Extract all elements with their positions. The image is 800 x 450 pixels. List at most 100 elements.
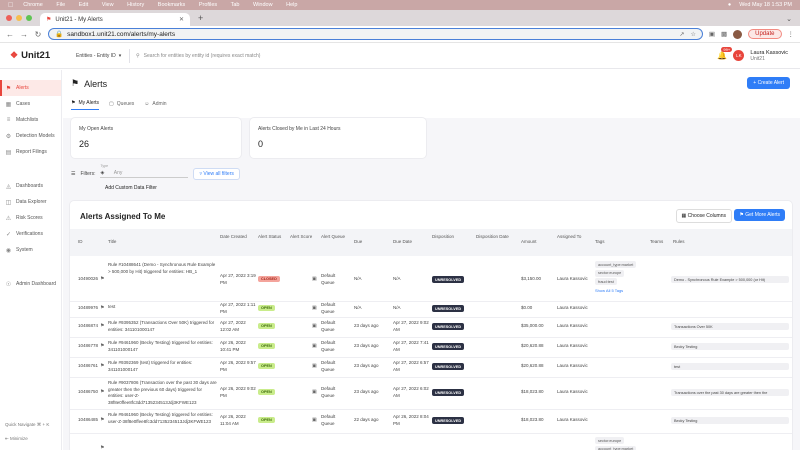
sidebar-item-alerts[interactable]: ⚑ Alerts: [0, 80, 61, 96]
close-window-icon[interactable]: [6, 15, 12, 21]
menu-file[interactable]: File: [51, 2, 65, 8]
sidebar-item-detection-models[interactable]: ⚙ Detection Models: [0, 128, 61, 144]
alert-title[interactable]: Rule #9037806 (Transaction over the past…: [108, 380, 217, 405]
assigned-to[interactable]: Laura Kassovic: [557, 363, 588, 368]
sidebar-item-cases[interactable]: ▦ Cases: [0, 96, 61, 112]
menu-app[interactable]: Chrome: [18, 2, 43, 8]
alert-id[interactable]: 10486778: [78, 343, 99, 348]
column-header-teams[interactable]: Teams: [650, 239, 664, 244]
column-header-rules[interactable]: Rules: [673, 239, 685, 244]
minimize-window-icon[interactable]: [16, 15, 22, 21]
alert-title[interactable]: Rule #9395352 (Transactions Over 50K) tr…: [108, 320, 215, 332]
column-header-alert-queue[interactable]: Alert Queue: [321, 234, 346, 239]
alert-queue[interactable]: Default Queue: [321, 414, 336, 426]
get-more-alerts-button[interactable]: ⚑ Get More Alerts: [734, 209, 785, 221]
column-header-disposition-date[interactable]: Disposition Date: [476, 234, 509, 239]
assigned-to[interactable]: Laura Kassovic: [557, 343, 588, 348]
wifi-icon[interactable]: ●: [727, 2, 732, 8]
reload-icon[interactable]: ↻: [34, 29, 42, 39]
quick-navigate-hint[interactable]: Quick Navigate ⌘ + K: [5, 422, 50, 427]
user-avatar[interactable]: LK: [733, 50, 745, 61]
alert-queue[interactable]: Default Queue: [321, 360, 336, 372]
alert-id[interactable]: 10486761: [78, 363, 99, 368]
alert-queue[interactable]: Default Queue: [321, 302, 336, 314]
assigned-to[interactable]: Laura Kassovic: [557, 417, 588, 422]
column-header-amount[interactable]: Amount: [521, 239, 537, 244]
choose-columns-button[interactable]: ▦ Choose Columns: [675, 209, 732, 223]
rule-chip[interactable]: Demo - Synchronous Rule Example > 500,00…: [671, 276, 789, 283]
extension-icon[interactable]: ▣: [708, 31, 715, 38]
profile-avatar-icon[interactable]: [733, 29, 743, 39]
alert-queue[interactable]: Default Queue: [321, 320, 336, 332]
browser-tab[interactable]: ⚑ Unit21 - My Alerts ✕: [40, 13, 190, 26]
assigned-to[interactable]: Laura Kassovic: [557, 276, 588, 281]
view-all-filters-button[interactable]: ▿ View all filters: [193, 168, 240, 180]
tag-chip[interactable]: fraud:test: [595, 278, 617, 285]
sidebar-item-system[interactable]: ◉ System: [0, 242, 61, 258]
new-tab-icon[interactable]: +: [198, 13, 204, 23]
tag-chip[interactable]: sector:europe: [595, 437, 625, 444]
tag-chip[interactable]: account_type:market: [595, 445, 637, 450]
sidebar-item-matchlists[interactable]: ≡ Matchlists: [0, 112, 61, 128]
assigned-to[interactable]: Laura Kassovic: [557, 305, 588, 310]
tab-queues[interactable]: ▢ Queues: [109, 100, 134, 110]
alert-title[interactable]: Rule #9461960 (Becky Testing) triggered …: [108, 340, 213, 352]
entity-type-select[interactable]: Entities - Entity ID ▾: [72, 48, 130, 63]
menu-bookmarks[interactable]: Bookmarks: [152, 2, 186, 8]
menu-window[interactable]: Window: [247, 2, 273, 8]
sidebar-item-admin-dashboard[interactable]: ☉ Admin Dashboard: [0, 276, 61, 292]
alert-queue[interactable]: Default Queue: [321, 386, 336, 398]
alert-queue[interactable]: Default Queue: [321, 340, 336, 352]
type-filter-select[interactable]: Type ◈ Any: [100, 164, 189, 178]
zoom-window-icon[interactable]: [26, 15, 32, 21]
column-header-alert-status[interactable]: Alert Status: [258, 234, 282, 239]
update-button[interactable]: Update: [748, 29, 782, 39]
address-bar[interactable]: 🔒 sandbox1.unit21.com/alerts/my-alerts ↗…: [48, 28, 703, 40]
column-header-title[interactable]: Title: [108, 239, 117, 244]
alert-id[interactable]: 10486750: [78, 389, 99, 394]
lock-icon[interactable]: 🔒: [55, 31, 64, 38]
search-input[interactable]: Search for entities by entity id (requir…: [143, 52, 261, 59]
alert-id[interactable]: 10486874: [78, 323, 99, 328]
menu-edit[interactable]: Edit: [73, 2, 88, 8]
show-all-tags-link[interactable]: Show All 5 Tags: [595, 287, 624, 293]
add-custom-data-filter-button[interactable]: Add Custom Data Filter: [105, 185, 157, 191]
alert-id[interactable]: 10489976: [78, 305, 99, 310]
menu-view[interactable]: View: [96, 2, 114, 8]
back-icon[interactable]: ←: [6, 29, 14, 39]
user-info[interactable]: Laura Kassovic Unit21: [750, 50, 788, 62]
notifications-bell-icon[interactable]: 🔔 99+: [717, 47, 733, 60]
assigned-to[interactable]: Laura Kassovic: [557, 389, 588, 394]
rule-chip[interactable]: Transactions over the past 30 days are g…: [671, 389, 789, 396]
alert-title[interactable]: Rule #10488641 (Demo - Synchronous Rule …: [108, 262, 216, 274]
clock[interactable]: Wed May 18 1:53 PM: [739, 2, 792, 8]
alert-title[interactable]: test: [108, 304, 116, 309]
create-alert-button[interactable]: + Create Alert: [747, 77, 790, 89]
rule-chip[interactable]: test: [671, 363, 789, 370]
close-tab-icon[interactable]: ✕: [178, 17, 184, 23]
tab-search-icon[interactable]: ⌄: [786, 16, 792, 23]
menu-history[interactable]: History: [121, 2, 144, 8]
tab-my-alerts[interactable]: ⚑ My Alerts: [71, 100, 100, 110]
bookmark-star-icon[interactable]: ☆: [690, 31, 696, 38]
alert-id[interactable]: 10486485: [78, 417, 99, 422]
tab-admin[interactable]: ☺ Admin: [144, 100, 166, 110]
alert-id[interactable]: 10490026: [78, 276, 99, 281]
entity-search[interactable]: ⚲ Search for entities by entity id (requ…: [136, 53, 260, 59]
menu-help[interactable]: Help: [280, 2, 297, 8]
column-header-disposition[interactable]: Disposition: [432, 234, 455, 239]
share-icon[interactable]: ↗: [679, 31, 685, 38]
column-header-alert-score[interactable]: Alert Score: [290, 234, 313, 239]
rule-chip[interactable]: Becky Testing: [671, 343, 789, 350]
apple-icon[interactable]: : [8, 2, 13, 9]
rule-chip[interactable]: Becky Testing: [671, 417, 789, 424]
rule-chip[interactable]: Transactions Over 50K: [671, 323, 789, 330]
sidebar-item-verifications[interactable]: ✓ Verifications: [0, 226, 61, 242]
sidebar-item-report-filings[interactable]: ▤ Report Filings: [0, 144, 61, 160]
tag-chip[interactable]: account_type:market: [595, 261, 637, 268]
column-header-tags[interactable]: Tags: [595, 239, 605, 244]
assigned-to[interactable]: Laura Kassovic: [557, 323, 588, 328]
alert-title[interactable]: Rule #9461960 (Becky Testing) triggered …: [108, 412, 213, 424]
unit21-logo[interactable]: ❖ Unit21: [0, 50, 70, 61]
sidebar-item-risk-scores[interactable]: ⚠ Risk Scores: [0, 210, 61, 226]
